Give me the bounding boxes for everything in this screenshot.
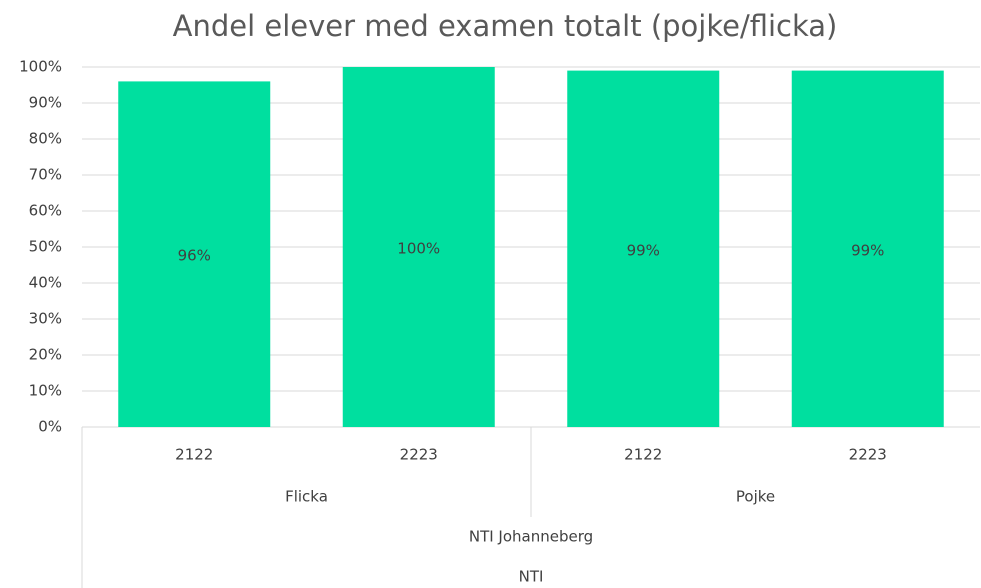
category-group-label: Flicka <box>285 488 328 506</box>
bar <box>567 70 720 427</box>
category-group-label: NTI <box>519 568 544 586</box>
y-tick-label: 90% <box>29 94 62 112</box>
data-label: 96% <box>178 247 211 265</box>
y-tick-label: 60% <box>29 202 62 220</box>
y-tick-label: 10% <box>29 382 62 400</box>
y-tick-label: 50% <box>29 238 62 256</box>
category-group-label: NTI Johanneberg <box>469 528 593 546</box>
y-tick-label: 20% <box>29 346 62 364</box>
y-tick-label: 80% <box>29 130 62 148</box>
x-tick-label: 2223 <box>400 446 438 464</box>
category-group-label: Pojke <box>736 488 775 506</box>
x-tick-label: 2122 <box>624 446 662 464</box>
y-tick-label: 40% <box>29 274 62 292</box>
bar <box>118 81 271 428</box>
data-label: 99% <box>627 241 660 259</box>
data-label: 99% <box>851 241 884 259</box>
bar <box>791 70 944 427</box>
chart-title: Andel elever med examen totalt (pojke/fl… <box>173 9 838 43</box>
data-label: 100% <box>397 240 440 258</box>
x-tick-label: 2122 <box>175 446 213 464</box>
y-tick-label: 70% <box>29 166 62 184</box>
bar <box>342 67 495 427</box>
y-tick-label: 30% <box>29 310 62 328</box>
y-tick-label: 0% <box>38 418 62 436</box>
x-tick-label: 2223 <box>849 446 887 464</box>
y-tick-label: 100% <box>19 58 62 76</box>
